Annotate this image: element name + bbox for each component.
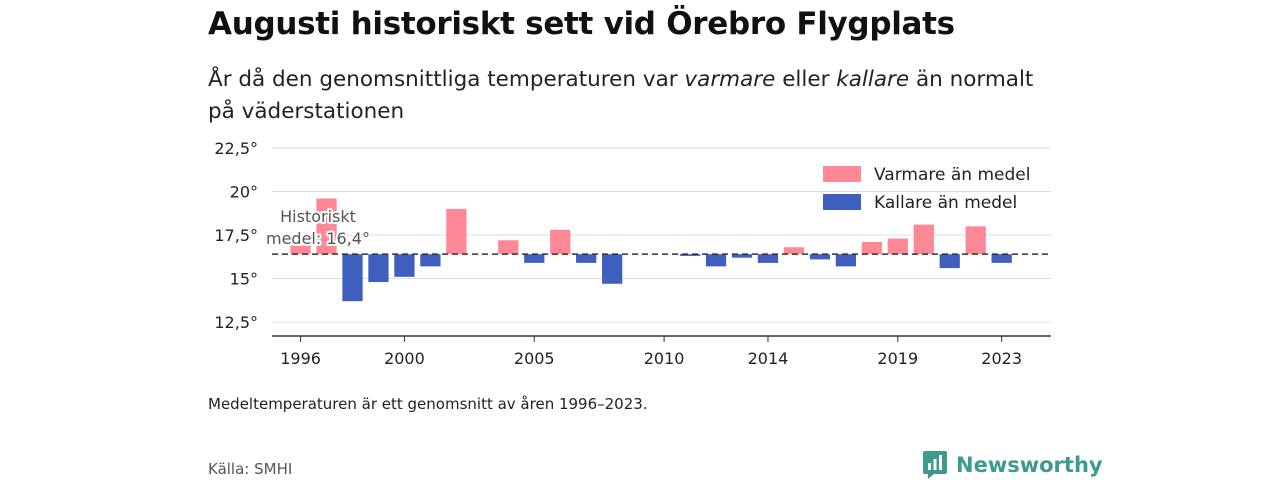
- bar-2017: [835, 254, 856, 267]
- bar-2023: [991, 254, 1012, 263]
- subtitle-warmer: varmare: [684, 67, 776, 92]
- x-tick-label: 2010: [644, 349, 685, 368]
- baseline-label: medel: 16,4°: [266, 229, 370, 248]
- bar-2012: [705, 254, 727, 267]
- y-tick-label: 12,5°: [214, 313, 258, 332]
- bar-2005: [524, 254, 545, 263]
- subtitle-part-1: År då den genomsnittliga temperaturen va…: [208, 67, 685, 92]
- bar-1999: [368, 254, 389, 283]
- source-label: Källa: SMHI: [208, 460, 293, 478]
- bar-2016: [809, 254, 831, 260]
- bars: [290, 198, 1012, 302]
- temperature-bar-chart: 12,5° 15° 17,5° 20° 22,5° 1996 2000 2005 2010 201…: [214, 139, 1051, 368]
- bar-2008: [602, 254, 623, 284]
- legend-label: Varmare än medel: [874, 165, 1030, 185]
- baseline: Historiskt medel: 16,4°: [264, 205, 1051, 255]
- chart-subtitle: År då den genomsnittliga temperaturen va…: [208, 64, 1048, 128]
- bar-2002: [446, 208, 467, 255]
- grid-lines: [272, 147, 1051, 323]
- subtitle-part-3: än normalt på väderstationen: [208, 67, 1034, 124]
- axes: 12,5° 15° 17,5° 20° 22,5° 1996 2000 2005 2010 201…: [214, 139, 1051, 368]
- bar-2015: [783, 247, 805, 255]
- bar-2000: [394, 254, 415, 277]
- bar-2022: [965, 226, 986, 255]
- x-tick-label: 2014: [748, 349, 789, 368]
- y-tick-label: 17,5°: [214, 226, 258, 245]
- bar-2007: [576, 254, 597, 263]
- chart-title: Augusti historiskt sett vid Örebro Flygp…: [208, 6, 955, 42]
- subtitle-colder: kallare: [836, 67, 910, 92]
- subtitle-part-2: eller: [775, 67, 837, 92]
- bar-2014: [757, 254, 779, 263]
- y-tick-label: 22,5°: [214, 139, 258, 158]
- x-tick-label: 2023: [981, 349, 1022, 368]
- bar-2021: [939, 254, 960, 269]
- baseline-label: Historiskt: [280, 207, 356, 226]
- footnote: Medeltemperaturen är ett genomsnitt av å…: [208, 395, 648, 413]
- y-tick-label: 15°: [230, 270, 258, 289]
- bar-2011: [679, 254, 701, 256]
- bar-2004: [498, 240, 519, 255]
- bar-2013: [731, 254, 753, 258]
- x-tick-label: 2019: [877, 349, 918, 368]
- legend-label: Kallare än medel: [874, 193, 1017, 213]
- y-tick-label: 20°: [230, 183, 258, 202]
- legend: Varmare än medel Kallare än medel: [823, 165, 1030, 213]
- x-tick-label: 1996: [280, 349, 321, 368]
- legend-swatch: [823, 194, 861, 210]
- brand-logo: Newsworthy: [922, 450, 1103, 480]
- bar-1998: [342, 254, 363, 302]
- x-tick-label: 2000: [384, 349, 425, 368]
- bar-2020: [913, 224, 934, 255]
- newsworthy-logo-icon: [923, 451, 947, 479]
- bar-2001: [420, 254, 441, 267]
- bar-1997: [316, 198, 337, 255]
- brand-name: Newsworthy: [956, 453, 1103, 477]
- bar-2018: [861, 242, 882, 255]
- bar-2019: [887, 238, 908, 255]
- bar-1996: [290, 245, 311, 255]
- bar-2006: [550, 229, 571, 255]
- legend-swatch: [823, 166, 861, 182]
- x-tick-label: 2005: [514, 349, 555, 368]
